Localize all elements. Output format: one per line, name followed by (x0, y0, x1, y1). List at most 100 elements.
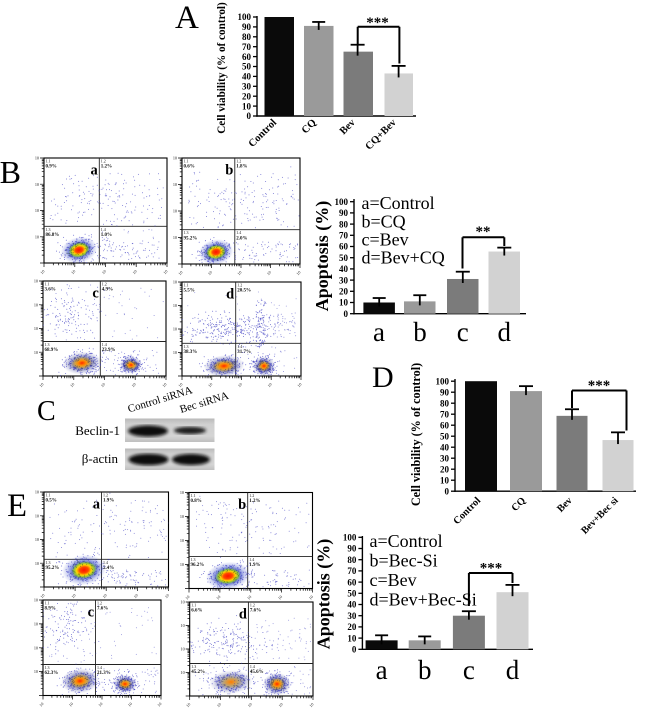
svg-text:1.2%: 1.2% (101, 165, 112, 170)
svg-text:c=Bev: c=Bev (362, 230, 409, 250)
svg-text:10: 10 (35, 561, 39, 566)
svg-text:45.2%: 45.2% (191, 670, 205, 675)
svg-text:10: 10 (101, 269, 107, 275)
svg-text:10: 10 (440, 475, 450, 485)
svg-text:10: 10 (38, 701, 44, 707)
svg-text:Apoptosis (%): Apoptosis (%) (314, 539, 335, 650)
svg-text:0.8%: 0.8% (191, 499, 202, 504)
svg-text:a: a (373, 317, 385, 347)
svg-text:80: 80 (339, 219, 349, 229)
svg-text:**: ** (476, 224, 491, 240)
svg-text:0.5%: 0.5% (46, 499, 57, 504)
svg-text:1.3: 1.3 (184, 230, 189, 235)
svg-text:80: 80 (440, 398, 450, 408)
svg-text:100: 100 (335, 197, 349, 207)
svg-text:c: c (463, 655, 475, 685)
svg-text:Cell viability (% of control): Cell viability (% of control) (216, 2, 228, 134)
svg-text:1.1: 1.1 (45, 282, 50, 287)
svg-text:70: 70 (242, 42, 252, 52)
svg-text:a=Control: a=Control (370, 531, 443, 551)
svg-text:7.6%: 7.6% (97, 607, 108, 612)
svg-text:10: 10 (177, 270, 183, 276)
svg-text:50: 50 (347, 589, 357, 599)
svg-text:10: 10 (35, 208, 39, 213)
svg-text:10: 10 (236, 270, 242, 276)
svg-text:10: 10 (34, 302, 38, 307)
svg-text:10: 10 (38, 382, 44, 388)
svg-text:60: 60 (347, 577, 357, 587)
svg-text:10: 10 (35, 156, 39, 161)
svg-text:50: 50 (339, 253, 349, 263)
svg-text:70: 70 (440, 409, 450, 419)
svg-text:60: 60 (339, 242, 349, 252)
svg-text:10: 10 (173, 280, 177, 285)
svg-text:10: 10 (173, 350, 177, 355)
svg-text:10: 10 (347, 633, 357, 643)
svg-text:Apoptosis (%): Apoptosis (%) (312, 201, 333, 312)
svg-text:40: 40 (339, 264, 349, 274)
svg-text:10: 10 (181, 670, 185, 675)
svg-text:10: 10 (246, 594, 252, 600)
svg-text:10: 10 (34, 669, 38, 674)
svg-text:80: 80 (242, 32, 252, 42)
svg-text:10: 10 (34, 350, 38, 355)
svg-text:1.2: 1.2 (249, 493, 254, 498)
svg-text:10: 10 (68, 701, 74, 707)
svg-text:c=Bev: c=Bev (370, 570, 417, 590)
svg-text:b: b (225, 163, 233, 179)
svg-text:a: a (91, 163, 99, 179)
svg-text:a: a (376, 655, 388, 685)
svg-text:95.2%: 95.2% (184, 236, 198, 241)
svg-text:a=Control: a=Control (362, 193, 435, 213)
svg-text:1.8%: 1.8% (236, 165, 247, 170)
svg-text:10: 10 (277, 594, 283, 600)
svg-text:40: 40 (347, 600, 357, 610)
svg-text:1.3: 1.3 (46, 560, 51, 565)
svg-text:0.6%: 0.6% (184, 165, 195, 170)
svg-text:0: 0 (344, 309, 349, 319)
svg-text:d: d (498, 317, 512, 347)
svg-text:10: 10 (127, 701, 133, 707)
svg-text:1.2: 1.2 (236, 159, 241, 164)
svg-text:30: 30 (242, 82, 252, 92)
svg-text:10: 10 (207, 382, 213, 388)
svg-text:b: b (238, 497, 246, 513)
svg-text:10: 10 (173, 209, 177, 214)
svg-text:90: 90 (242, 22, 252, 32)
svg-text:10: 10 (173, 182, 177, 187)
svg-text:10: 10 (173, 235, 177, 240)
svg-text:10: 10 (34, 621, 38, 626)
svg-text:96.2%: 96.2% (191, 563, 205, 568)
svg-text:0: 0 (247, 111, 252, 121)
svg-text:10: 10 (296, 382, 302, 388)
svg-text:b: b (418, 655, 432, 685)
svg-text:45.6%: 45.6% (250, 670, 264, 675)
svg-text:21.3%: 21.3% (97, 671, 111, 676)
svg-text:10: 10 (34, 279, 38, 284)
svg-text:1.4: 1.4 (103, 560, 108, 565)
svg-text:70: 70 (347, 566, 357, 576)
svg-text:d: d (239, 607, 247, 623)
svg-text:70: 70 (339, 231, 349, 241)
svg-text:10: 10 (339, 298, 349, 308)
svg-text:1.1: 1.1 (46, 159, 51, 164)
svg-text:8.9%: 8.9% (45, 607, 56, 612)
svg-text:10: 10 (162, 269, 168, 275)
svg-text:7.6%: 7.6% (250, 609, 261, 614)
svg-text:10: 10 (277, 702, 283, 708)
svg-text:23.9%: 23.9% (102, 348, 116, 353)
svg-text:1.4: 1.4 (102, 342, 107, 347)
svg-text:b=Bec-Si: b=Bec-Si (370, 551, 438, 571)
svg-text:90: 90 (347, 544, 357, 554)
svg-text:10: 10 (100, 382, 106, 388)
svg-text:2.0%: 2.0% (236, 236, 247, 241)
svg-text:100: 100 (343, 533, 357, 543)
svg-text:10: 10 (181, 600, 185, 605)
svg-text:10: 10 (216, 702, 222, 708)
svg-text:1.2: 1.2 (103, 493, 108, 498)
svg-text:10: 10 (185, 702, 191, 708)
svg-text:10: 10 (101, 593, 107, 599)
svg-text:b: b (413, 317, 427, 347)
svg-text:0: 0 (352, 645, 357, 655)
svg-text:10: 10 (308, 594, 314, 600)
